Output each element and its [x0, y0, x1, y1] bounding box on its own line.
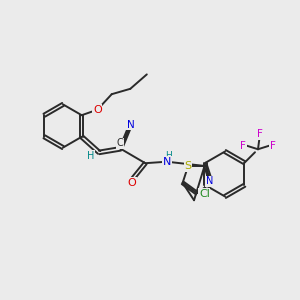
Text: F: F — [256, 129, 262, 139]
Text: N: N — [206, 176, 213, 186]
Text: S: S — [184, 161, 192, 171]
Text: O: O — [127, 178, 136, 188]
Text: C: C — [117, 138, 123, 148]
Text: N: N — [127, 120, 134, 130]
Text: H: H — [87, 151, 94, 161]
Text: O: O — [93, 105, 102, 115]
Text: N: N — [163, 157, 171, 167]
Text: H: H — [165, 151, 172, 160]
Text: F: F — [240, 141, 246, 151]
Text: F: F — [270, 141, 276, 151]
Text: Cl: Cl — [199, 189, 210, 199]
